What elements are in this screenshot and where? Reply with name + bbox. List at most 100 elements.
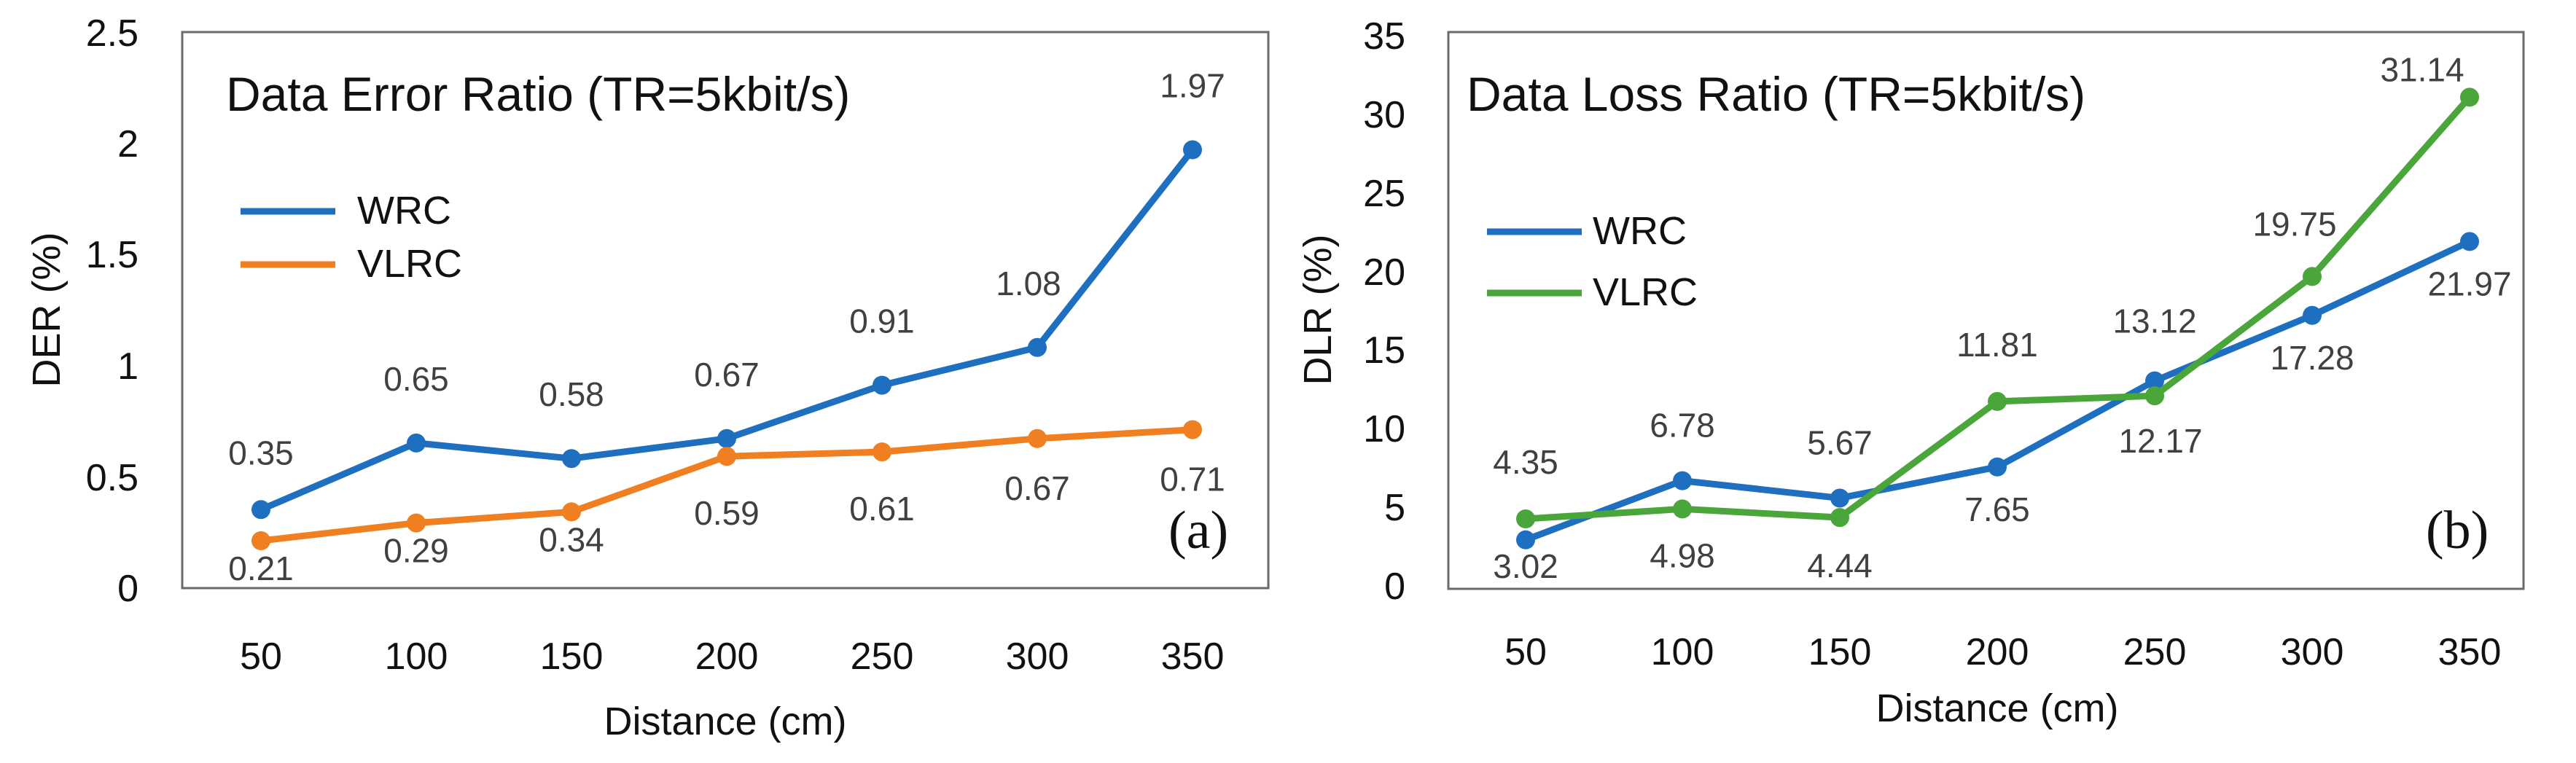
- chart-b-wrc-point: [1988, 457, 2007, 477]
- chart-b-x-tick: 250: [2123, 631, 2187, 673]
- chart-a-wrc-data-label: 0.35: [228, 434, 294, 472]
- chart-a-title: Data Error Ratio (TR=5kbit/s): [226, 67, 850, 121]
- chart-a-y-tick: 1.5: [86, 234, 138, 276]
- chart-b-vlrc-point: [1830, 508, 1849, 528]
- chart-b-x-tick: 50: [1504, 631, 1547, 673]
- chart-a-x-tick: 200: [695, 635, 759, 678]
- chart-a-wrc-data-label: 1.97: [1160, 67, 1225, 105]
- chart-a-vlrc-data-label: 0.71: [1160, 461, 1225, 498]
- chart-b-y-tick: 10: [1363, 408, 1405, 450]
- chart-b-y-tick: 30: [1363, 94, 1405, 136]
- chart-a-wrc-data-label: 1.08: [996, 265, 1061, 302]
- chart-b-legend-wrc-label: WRC: [1593, 209, 1687, 253]
- chart-b: Data Loss Ratio (TR=5kbit/s) 0 5 10 15 2…: [1296, 15, 2525, 730]
- chart-a-vlrc-point: [1183, 420, 1202, 439]
- chart-a-x-tick: 50: [240, 635, 282, 678]
- chart-b-y-tick: 25: [1363, 173, 1405, 215]
- chart-a-vlrc-point: [873, 442, 891, 462]
- chart-b-wrc-point: [1830, 488, 1849, 508]
- chart-a-y-tick: 0: [117, 568, 138, 610]
- chart-a-legend-vlrc-label: VLRC: [357, 242, 462, 286]
- chart-b-vlrc-point: [1516, 509, 1535, 528]
- chart-b-wrc-data-label: 6.78: [1650, 407, 1715, 445]
- chart-b-series: 3.02 6.78 5.67 7.65 13.12 17.28 21.97 4.35 4.98 4…: [1493, 50, 2511, 584]
- chart-a-vlrc-data-label: 0.21: [228, 549, 294, 587]
- chart-a-frame: [181, 31, 1270, 590]
- chart-a-vlrc-point: [251, 531, 270, 550]
- chart-b-x-axis-title: Distance (cm): [1876, 686, 2118, 730]
- chart-a-vlrc-data-label: 0.29: [383, 532, 449, 570]
- chart-a-wrc-point: [1183, 140, 1202, 160]
- chart-b-wrc-data-label: 5.67: [1807, 424, 1873, 462]
- chart-b-wrc-data-label: 3.02: [1493, 547, 1558, 585]
- chart-a-wrc-point: [717, 429, 736, 448]
- chart-a-vlrc-point: [1028, 429, 1047, 448]
- chart-b-vlrc-point: [2460, 87, 2479, 107]
- chart-a-y-ticks: 0 0.5 1 1.5 2 2.5: [86, 12, 138, 610]
- chart-b-wrc-data-label: 21.97: [2427, 265, 2511, 302]
- chart-b-y-axis-title: DLR (%): [1296, 234, 1340, 385]
- chart-a-x-ticks: 50 100 150 200 250 300 350: [240, 635, 1224, 678]
- chart-b-wrc-point: [1673, 471, 1692, 490]
- chart-b-panel-label: (b): [2426, 501, 2489, 560]
- chart-a-x-tick: 350: [1161, 635, 1225, 678]
- chart-b-y-ticks: 0 5 10 15 20 25 30 35: [1363, 15, 1405, 608]
- chart-a-wrc-point: [873, 375, 891, 395]
- chart-b-wrc-point: [1516, 530, 1535, 549]
- chart-b-vlrc-data-label: 4.44: [1807, 547, 1873, 584]
- chart-a-x-tick: 100: [385, 635, 448, 678]
- chart-b-x-tick: 100: [1651, 631, 1714, 673]
- chart-b-wrc-point: [2460, 232, 2479, 251]
- chart-a-vlrc-data-label: 0.59: [694, 494, 760, 532]
- chart-a-series: 0.35 0.65 0.58 0.67 0.91 1.08 1.97 0.21 0.29 0.34…: [228, 67, 1225, 588]
- chart-b-vlrc-data-label: 4.98: [1650, 536, 1715, 574]
- chart-b-vlrc-point: [1673, 499, 1692, 519]
- chart-a-y-tick: 1: [117, 345, 138, 388]
- chart-b-wrc-point: [2145, 371, 2164, 391]
- chart-b-vlrc-data-label: 4.35: [1493, 443, 1558, 481]
- chart-a-x-tick: 250: [851, 635, 914, 678]
- chart-b-y-tick: 5: [1384, 487, 1405, 529]
- chart-b-vlrc-point: [2303, 267, 2322, 286]
- chart-a-x-tick: 300: [1006, 635, 1069, 678]
- chart-a-vlrc-data-label: 0.34: [539, 520, 604, 558]
- chart-a-wrc-data-label: 0.67: [694, 356, 760, 394]
- chart-a-vlrc-point: [407, 513, 426, 533]
- chart-a-vlrc-data-label: 0.67: [1004, 469, 1070, 507]
- chart-b-vlrc-data-label: 19.75: [2252, 205, 2336, 243]
- chart-a-legend: WRC VLRC: [241, 189, 462, 286]
- chart-a-vlrc-point: [717, 447, 736, 466]
- chart-b-x-tick: 200: [1966, 631, 2029, 673]
- chart-b-x-tick: 150: [1808, 631, 1872, 673]
- chart-b-legend-vlrc-label: VLRC: [1593, 270, 1698, 314]
- chart-a-wrc-point: [407, 433, 426, 453]
- chart-a-x-tick: 150: [540, 635, 604, 678]
- chart-b-y-tick: 20: [1363, 251, 1405, 294]
- chart-b-y-tick: 35: [1363, 15, 1405, 58]
- chart-a: Data Error Ratio (TR=5kbit/s) 0 0.5 1 1.…: [25, 12, 1270, 743]
- chart-b-x-tick: 350: [2438, 631, 2502, 673]
- chart-b-vlrc-point: [1988, 391, 2007, 411]
- chart-a-y-tick: 2: [117, 123, 138, 165]
- chart-a-vlrc-data-label: 0.61: [849, 490, 915, 528]
- chart-a-x-axis-title: Distance (cm): [604, 700, 846, 743]
- chart-a-wrc-data-label: 0.65: [383, 360, 449, 398]
- chart-b-wrc-data-label: 17.28: [2270, 339, 2354, 377]
- chart-b-wrc-point: [2303, 305, 2322, 325]
- chart-b-vlrc-point: [2145, 386, 2164, 406]
- chart-a-wrc-point: [562, 449, 581, 469]
- chart-a-wrc-point: [251, 500, 270, 520]
- chart-b-title: Data Loss Ratio (TR=5kbit/s): [1467, 67, 2085, 121]
- chart-a-legend-wrc-label: WRC: [357, 189, 451, 232]
- chart-a-y-tick: 0.5: [86, 457, 138, 499]
- chart-a-wrc-data-label: 0.91: [849, 302, 915, 340]
- chart-b-wrc-data-label: 7.65: [1964, 490, 2030, 528]
- chart-b-y-tick: 0: [1384, 566, 1405, 608]
- chart-b-x-ticks: 50 100 150 200 250 300 350: [1504, 631, 2501, 673]
- chart-b-y-tick: 15: [1363, 329, 1405, 372]
- chart-b-wrc-data-label: 13.12: [2112, 302, 2196, 340]
- chart-a-y-axis-title: DER (%): [25, 232, 69, 388]
- chart-b-vlrc-data-label: 31.14: [2380, 50, 2464, 88]
- chart-a-y-tick: 2.5: [86, 12, 138, 55]
